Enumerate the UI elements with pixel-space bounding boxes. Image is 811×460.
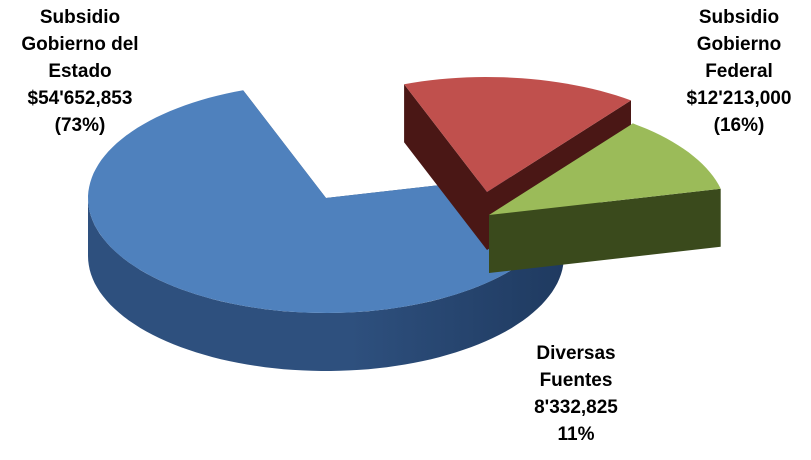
label-federal: Subsidio Gobierno Federal $12'213,000 (1…: [672, 4, 806, 139]
label-estado-line-2: Gobierno del: [21, 34, 139, 55]
label-diversas-percent: 11%: [557, 424, 595, 445]
pie-slice-diversas-wall-2: [489, 188, 721, 273]
label-diversas-value: 8'332,825: [534, 397, 618, 418]
label-estado-line-3: Estado: [48, 61, 112, 82]
pie-slice-federal-wall-1: [404, 84, 487, 250]
pie-slice-estado-side: [88, 198, 564, 371]
label-federal-line-3: Federal: [705, 61, 773, 82]
label-estado: Subsidio Gobierno del Estado $54'652,853…: [5, 4, 155, 139]
label-federal-line-1: Subsidio: [698, 7, 780, 28]
label-diversas-line-1: Diversas: [536, 343, 616, 364]
label-federal-value: $12'213,000: [686, 88, 792, 109]
pie-slice-federal-top: [404, 77, 631, 192]
label-estado-line-1: Subsidio: [39, 7, 121, 28]
label-federal-percent: (16%): [713, 115, 765, 136]
label-diversas: Diversas Fuentes 8'332,825 11%: [518, 340, 634, 448]
pie-slice-estado-top: [88, 90, 564, 313]
label-diversas-line-2: Fuentes: [539, 370, 613, 391]
pie-slice-diversas-top: [489, 123, 721, 215]
label-federal-line-2: Gobierno: [696, 34, 782, 55]
pie-slice-diversas: [489, 123, 721, 274]
label-estado-percent: (73%): [54, 115, 106, 136]
label-estado-value: $54'652,853: [27, 88, 133, 109]
